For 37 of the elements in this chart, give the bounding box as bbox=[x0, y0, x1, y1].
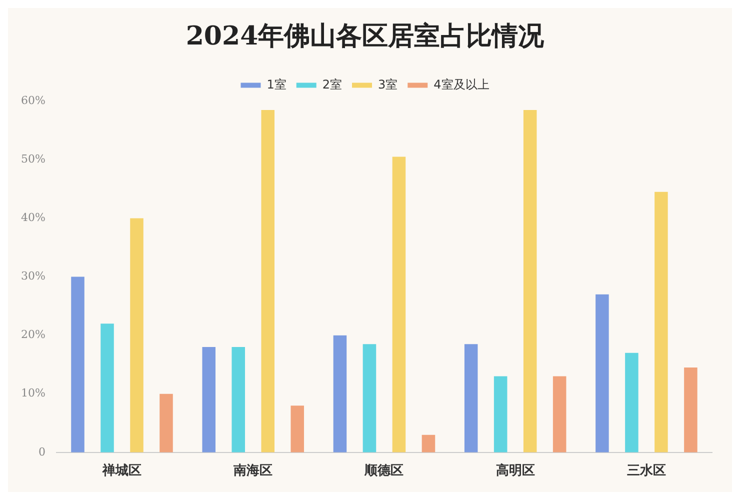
legend-label: 2室 bbox=[322, 77, 342, 92]
legend-label: 4室及以上 bbox=[434, 77, 490, 92]
bar bbox=[596, 294, 609, 452]
y-tick-label: 20% bbox=[20, 328, 46, 342]
y-tick-label: 50% bbox=[20, 152, 46, 166]
bar bbox=[464, 344, 478, 452]
legend-label: 3室 bbox=[378, 77, 398, 92]
x-tick-label: 南海区 bbox=[232, 464, 273, 479]
legend-label: 1室 bbox=[266, 77, 286, 92]
x-tick-label: 禅城区 bbox=[102, 462, 142, 479]
bar bbox=[552, 376, 566, 452]
bar bbox=[130, 218, 144, 452]
x-tick-label: 三水区 bbox=[626, 464, 666, 479]
x-tick-label: 高明区 bbox=[496, 462, 535, 479]
bar bbox=[494, 376, 508, 452]
y-tick-label: 30% bbox=[20, 270, 46, 283]
bar bbox=[261, 110, 274, 452]
bar bbox=[333, 335, 347, 452]
y-tick-label: 10% bbox=[20, 386, 46, 400]
bar bbox=[202, 347, 216, 452]
bar bbox=[523, 110, 537, 452]
bar bbox=[160, 394, 173, 452]
bar bbox=[654, 192, 668, 452]
bar bbox=[100, 324, 114, 452]
bar bbox=[290, 406, 304, 452]
bar bbox=[71, 276, 84, 452]
y-tick-label: 40% bbox=[20, 211, 46, 224]
bar bbox=[625, 352, 638, 452]
y-tick-label: 60% bbox=[20, 94, 46, 108]
x-tick-label: 顺德区 bbox=[364, 464, 404, 479]
bar bbox=[684, 368, 698, 452]
bar bbox=[422, 434, 436, 452]
chart-title: 2024年佛山各区居室占比情况 bbox=[186, 21, 546, 52]
bar bbox=[362, 344, 376, 452]
bar bbox=[232, 347, 245, 452]
y-tick-label: 0 bbox=[38, 445, 46, 458]
bar bbox=[392, 156, 406, 452]
